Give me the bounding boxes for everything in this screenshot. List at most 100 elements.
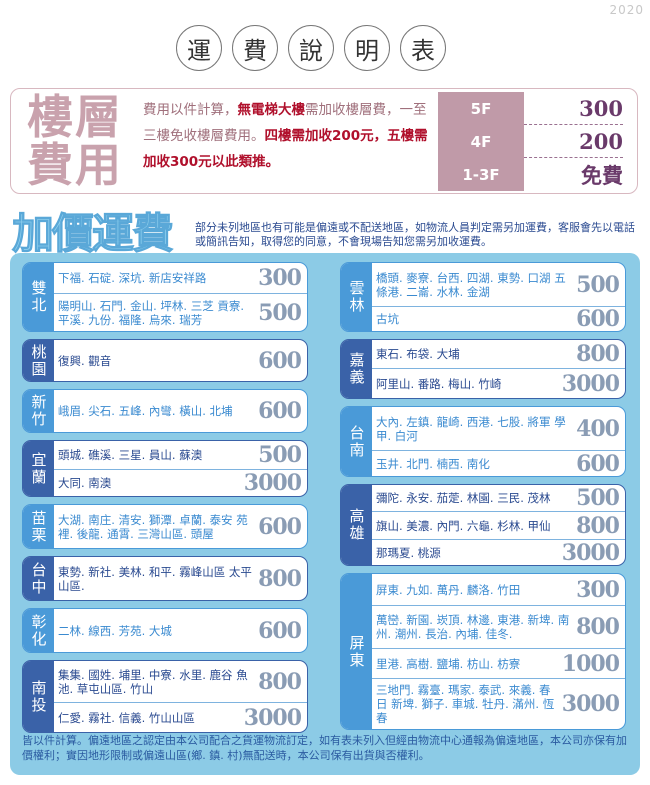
fee-row: 橋頭. 麥寮. 台西. 四湖. 東勢. 口湖 五條港. 二崙. 水林. 金湖 50…: [372, 263, 625, 306]
area-list: 旗山. 美濃. 內門. 六龜. 杉林. 甲仙: [376, 518, 551, 533]
fee-row: 大湖. 南庄. 清安. 獅潭. 卓蘭. 泰安 苑裡. 後龍. 通霄. 三灣山區.…: [54, 505, 307, 548]
area-list: 阿里山. 番路. 梅山. 竹崎: [376, 376, 502, 391]
fee-price: 500: [576, 485, 620, 511]
year-label: 2020: [609, 3, 644, 17]
fee-price: 500: [258, 299, 302, 326]
fee-price: 1000: [561, 650, 620, 677]
fee-row: 屏東. 九如. 萬丹. 麟洛. 竹田 300: [372, 574, 625, 605]
fee-row: 陽明山. 石門. 金山. 坪林. 三芝 貢寮. 平溪. 九份. 福隆. 烏來. …: [54, 293, 307, 331]
desc-part: 費用以件計算，: [143, 102, 238, 118]
fee-row: 東勢. 新社. 美林. 和平. 霧峰山區 太平山區. 800: [54, 557, 307, 600]
area-list: 里港. 高樹. 鹽埔. 枋山. 枋寮: [376, 656, 521, 671]
fee-price: 500: [576, 271, 620, 298]
floor-label: 4F: [438, 125, 524, 158]
fee-price: 400: [576, 415, 620, 442]
region-card: 彰化 二林. 線西. 芳苑. 大城 600: [22, 608, 308, 653]
fee-price: 600: [258, 347, 302, 374]
footer-note: 皆以件計算。偏遠地區之認定由本公司配合之貨運物流訂定，如有表未列入但經由物流中心…: [22, 734, 627, 762]
fee-price: 600: [576, 450, 620, 477]
fee-price: 600: [258, 513, 302, 540]
fee-row: 三地門. 霧臺. 瑪家. 泰武. 來義. 春日 新埤. 獅子. 車城. 牡丹. …: [372, 678, 625, 729]
title-char: 明: [344, 25, 390, 71]
floor-label: 5F: [438, 92, 524, 125]
fee-row: 里港. 高樹. 鹽埔. 枋山. 枋寮 1000: [372, 648, 625, 678]
title-char: 運: [176, 25, 222, 71]
fee-row: 仁愛. 霧社. 信義. 竹山山區 3000: [54, 702, 307, 732]
fee-row: 那瑪夏. 桃源 3000: [372, 539, 625, 565]
fee-price: 500: [258, 442, 302, 468]
region-label: 宜蘭: [23, 441, 54, 496]
floor-fee-description: 費用以件計算，無電梯大樓需加收樓層費，一至三樓免收樓層費用。四樓需加收200元，…: [143, 97, 428, 175]
fee-row: 彌陀. 永安. 茄萣. 林園. 三民. 茂林 500: [372, 485, 625, 511]
region-card: 屏東 屏東. 九如. 萬丹. 麟洛. 竹田 300 萬巒. 新園. 崁頂. 林邊. 東…: [340, 573, 626, 730]
area-list: 二林. 線西. 芳苑. 大城: [58, 623, 172, 638]
area-list: 三地門. 霧臺. 瑪家. 泰武. 來義. 春日 新埤. 獅子. 車城. 牡丹. …: [376, 683, 555, 725]
fee-row: 復興. 觀音 600: [54, 340, 307, 381]
fee-price: 3000: [561, 370, 620, 397]
desc-part: 四樓需加收200元，五樓需加收300元以此類推。: [143, 128, 428, 170]
floor-fee: 免費: [581, 162, 623, 188]
fee-row: 二林. 線西. 芳苑. 大城 600: [54, 609, 307, 652]
fee-row: 集集. 國姓. 埔里. 中寮. 水里. 鹿谷 魚池. 草屯山區. 竹山 800: [54, 661, 307, 702]
floor-fee-table: 5F 300 4F 200 1-3F 免費: [438, 92, 623, 191]
fee-price: 300: [576, 576, 620, 603]
area-list: 復興. 觀音: [58, 353, 112, 368]
fee-row: 萬巒. 新園. 崁頂. 林邊. 東港. 新埤. 南州. 潮州. 長治. 內埔. …: [372, 605, 625, 648]
area-list: 彌陀. 永安. 茄萣. 林園. 三民. 茂林: [376, 491, 551, 505]
region-label: 苗栗: [23, 505, 54, 548]
fee-row: 東石. 布袋. 大埔 800: [372, 340, 625, 368]
region-card: 嘉義 東石. 布袋. 大埔 800 阿里山. 番路. 梅山. 竹崎 3000: [340, 339, 626, 399]
title-char: 表: [400, 25, 446, 71]
region-label: 台中: [23, 557, 54, 600]
desc-part: 無電梯大樓: [237, 102, 306, 118]
region-label: 嘉義: [341, 340, 372, 398]
region-card: 高雄 彌陀. 永安. 茄萣. 林園. 三民. 茂林 500 旗山. 美濃. 內門. 六…: [340, 484, 626, 566]
area-list: 屏東. 九如. 萬丹. 麟洛. 竹田: [376, 582, 521, 597]
area-list: 大同. 南澳: [58, 476, 112, 490]
fee-row: 古坑 600: [372, 306, 625, 331]
region-label: 雙北: [23, 263, 54, 331]
area-list: 東石. 布袋. 大埔: [376, 347, 460, 361]
area-list: 集集. 國姓. 埔里. 中寮. 水里. 鹿谷 魚池. 草屯山區. 竹山: [58, 667, 248, 696]
region-label: 彰化: [23, 609, 54, 652]
fee-price: 3000: [243, 704, 302, 731]
region-card: 台中 東勢. 新社. 美林. 和平. 霧峰山區 太平山區. 800: [22, 556, 308, 601]
area-list: 大內. 左鎮. 龍崎. 西港. 七股. 將軍 學甲. 白河: [376, 414, 566, 443]
fee-price: 300: [258, 265, 302, 291]
fee-row: 旗山. 美濃. 內門. 六龜. 杉林. 甲仙 800: [372, 511, 625, 539]
fee-price: 3000: [561, 691, 620, 717]
floor-fee: 300: [524, 92, 623, 125]
area-list: 陽明山. 石門. 金山. 坪林. 三芝 貢寮. 平溪. 九份. 福隆. 烏來. …: [58, 298, 245, 327]
floor-row: 4F 200: [438, 125, 623, 158]
region-label: 桃園: [23, 340, 54, 381]
fee-price: 3000: [243, 470, 302, 496]
region-card: 宜蘭 頭城. 礁溪. 三星. 員山. 蘇澳 500 大同. 南澳 3000: [22, 440, 308, 497]
floor-fee-heading: 樓層費用: [27, 90, 123, 192]
area-list: 橋頭. 麥寮. 台西. 四湖. 東勢. 口湖 五條港. 二崙. 水林. 金湖: [376, 270, 566, 299]
area-list: 那瑪夏. 桃源: [376, 545, 441, 560]
title-char: 費: [232, 25, 278, 71]
region-card: 雙北 下福. 石碇. 深坑. 新店安祥路 300 陽明山. 石門. 金山. 坪林. 三…: [22, 262, 308, 332]
fee-price: 800: [576, 512, 620, 539]
area-list: 下福. 石碇. 深坑. 新店安祥路: [58, 271, 207, 285]
left-column: 雙北 下福. 石碇. 深坑. 新店安祥路 300 陽明山. 石門. 金山. 坪林. 三…: [22, 262, 308, 733]
fee-price: 600: [258, 398, 302, 424]
fee-row: 大同. 南澳 3000: [54, 469, 307, 496]
fee-row: 大內. 左鎮. 龍崎. 西港. 七股. 將軍 學甲. 白河 400: [372, 407, 625, 450]
fee-price: 800: [258, 565, 302, 592]
region-card: 雲林 橋頭. 麥寮. 台西. 四湖. 東勢. 口湖 五條港. 二崙. 水林. 金湖…: [340, 262, 626, 332]
area-list: 頭城. 礁溪. 三星. 員山. 蘇澳: [58, 448, 203, 462]
fee-price: 800: [576, 341, 620, 367]
fee-row: 阿里山. 番路. 梅山. 竹崎 3000: [372, 368, 625, 398]
area-list: 玉井. 北門. 楠西. 南化: [376, 456, 490, 471]
region-card: 台南 大內. 左鎮. 龍崎. 西港. 七股. 將軍 學甲. 白河 400 玉井. 北門…: [340, 406, 626, 477]
fee-price: 800: [576, 614, 620, 640]
surcharge-panel: 雙北 下福. 石碇. 深坑. 新店安祥路 300 陽明山. 石門. 金山. 坪林. 三…: [10, 253, 640, 775]
fee-row: 峨眉. 尖石. 五峰. 內彎. 橫山. 北埔 600: [54, 390, 307, 432]
region-label: 屏東: [341, 574, 372, 729]
region-label: 台南: [341, 407, 372, 476]
surcharge-description: 部分未列地區也有可能是偏遠或不配送地區，如物流人員判定需另加運費，客服會先以電話…: [195, 221, 635, 248]
surcharge-heading: 加價運費: [11, 209, 174, 259]
region-card: 桃園 復興. 觀音 600: [22, 339, 308, 382]
fee-row: 頭城. 礁溪. 三星. 員山. 蘇澳 500: [54, 441, 307, 469]
